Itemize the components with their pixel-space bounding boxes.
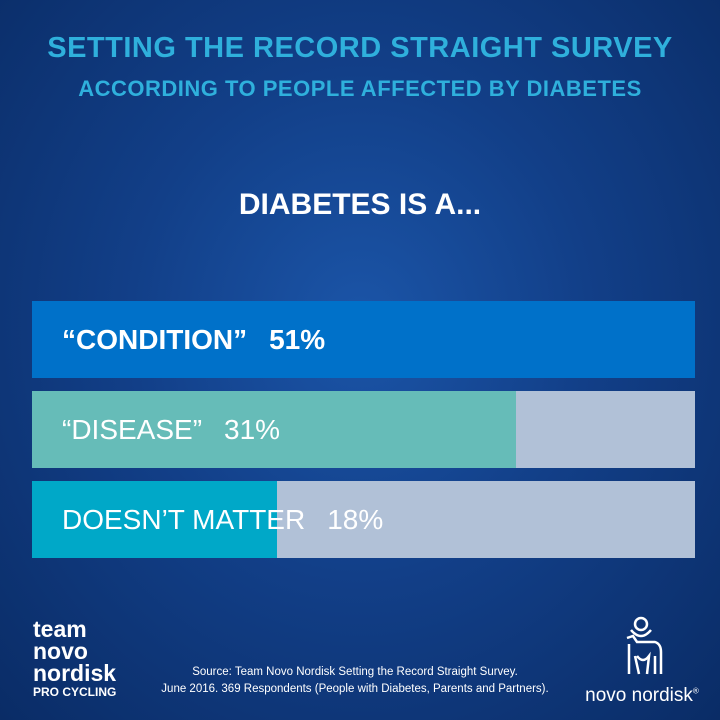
apis-bull-icon [626,616,663,675]
bar-fill [32,391,516,468]
value-label: 31% [224,414,281,445]
bar-fill [32,481,278,558]
survey-title: SETTING THE RECORD STRAIGHT SURVEY [47,32,673,64]
category-label: “DISEASE” [62,414,203,445]
bar-fill [32,301,695,378]
survey-subtitle: ACCORDING TO PEOPLE AFFECTED BY DIABETES [78,76,642,101]
team-line: nordisk [33,660,117,686]
team-sub: PRO CYCLING [33,685,117,699]
logo-text: novo nordisk [585,685,693,706]
source-note: Source: Team Novo Nordisk Setting the Re… [140,664,570,698]
source-line: June 2016. 369 Respondents (People with … [161,683,549,695]
bar-1: “DISEASE” 31% [32,391,695,468]
category-label: “CONDITION” [62,324,248,355]
bar-0: “CONDITION” 51% [32,301,695,378]
category-label: DOESN’T MATTER [62,504,306,535]
bar-label: “CONDITION” 51% [62,301,325,378]
source-line: Source: Team Novo Nordisk Setting the Re… [192,666,518,678]
bar-label: “DISEASE” 31% [62,391,280,468]
team-line: novo [33,638,88,664]
bar-2: DOESN’T MATTER 18% [32,481,695,558]
team-novo-nordisk-logo: team novo nordisk PRO CYCLING [33,618,116,700]
bar-label: DOESN’T MATTER 18% [62,481,383,558]
novo-nordisk-logo: novo nordisk® [582,616,702,707]
value-label: 18% [327,504,384,535]
chart-title: DIABETES IS A... [238,188,482,221]
value-label: 51% [269,324,326,355]
registered-mark: ® [692,686,699,696]
team-line: team [33,616,87,642]
